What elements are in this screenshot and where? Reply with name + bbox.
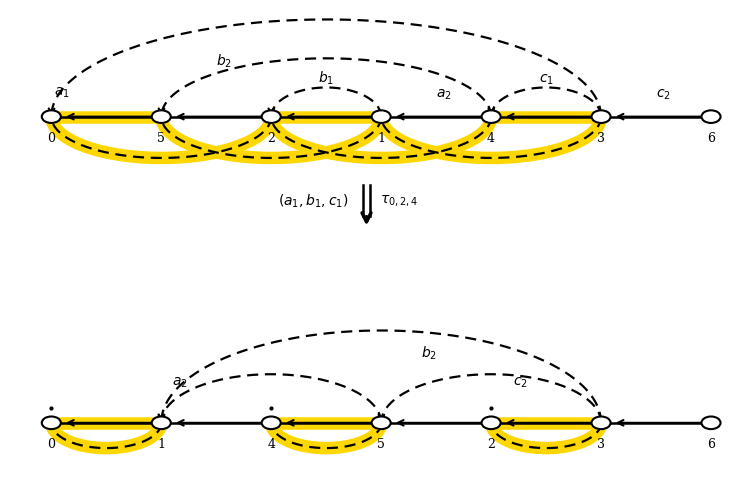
Text: 6: 6 (707, 132, 715, 145)
Text: 1: 1 (158, 438, 165, 451)
Text: 6: 6 (707, 438, 715, 451)
Text: $b_2$: $b_2$ (421, 345, 437, 362)
Text: 5: 5 (158, 132, 165, 145)
Text: 4: 4 (487, 132, 495, 145)
Text: $b_2$: $b_2$ (216, 53, 232, 70)
Text: $c_2$: $c_2$ (513, 375, 528, 390)
Circle shape (42, 110, 61, 123)
Circle shape (152, 417, 171, 429)
Circle shape (372, 417, 391, 429)
Text: $c_2$: $c_2$ (656, 87, 671, 102)
Text: 3: 3 (597, 132, 605, 145)
Text: $\tau_{0,2,4}$: $\tau_{0,2,4}$ (380, 194, 418, 209)
Circle shape (482, 110, 501, 123)
Text: $b_1$: $b_1$ (318, 69, 334, 87)
Text: 2: 2 (268, 132, 275, 145)
Circle shape (262, 417, 281, 429)
Text: 4: 4 (268, 438, 275, 451)
Text: 0: 0 (48, 132, 55, 145)
Circle shape (482, 417, 501, 429)
Text: 5: 5 (377, 438, 385, 451)
Text: $a_2$: $a_2$ (435, 87, 452, 102)
Text: 0: 0 (48, 438, 55, 451)
Circle shape (152, 110, 171, 123)
Circle shape (262, 110, 281, 123)
Circle shape (701, 110, 721, 123)
Text: $a_2$: $a_2$ (172, 375, 188, 390)
Text: 3: 3 (597, 438, 605, 451)
Text: $a_1$: $a_1$ (54, 85, 70, 100)
Circle shape (592, 417, 611, 429)
Text: $c_1$: $c_1$ (539, 72, 553, 87)
Text: 2: 2 (487, 438, 495, 451)
Text: 1: 1 (377, 132, 385, 145)
Circle shape (701, 417, 721, 429)
Text: $(a_1,b_1,c_1)$: $(a_1,b_1,c_1)$ (278, 193, 348, 210)
Circle shape (372, 110, 391, 123)
Circle shape (42, 417, 61, 429)
Circle shape (592, 110, 611, 123)
